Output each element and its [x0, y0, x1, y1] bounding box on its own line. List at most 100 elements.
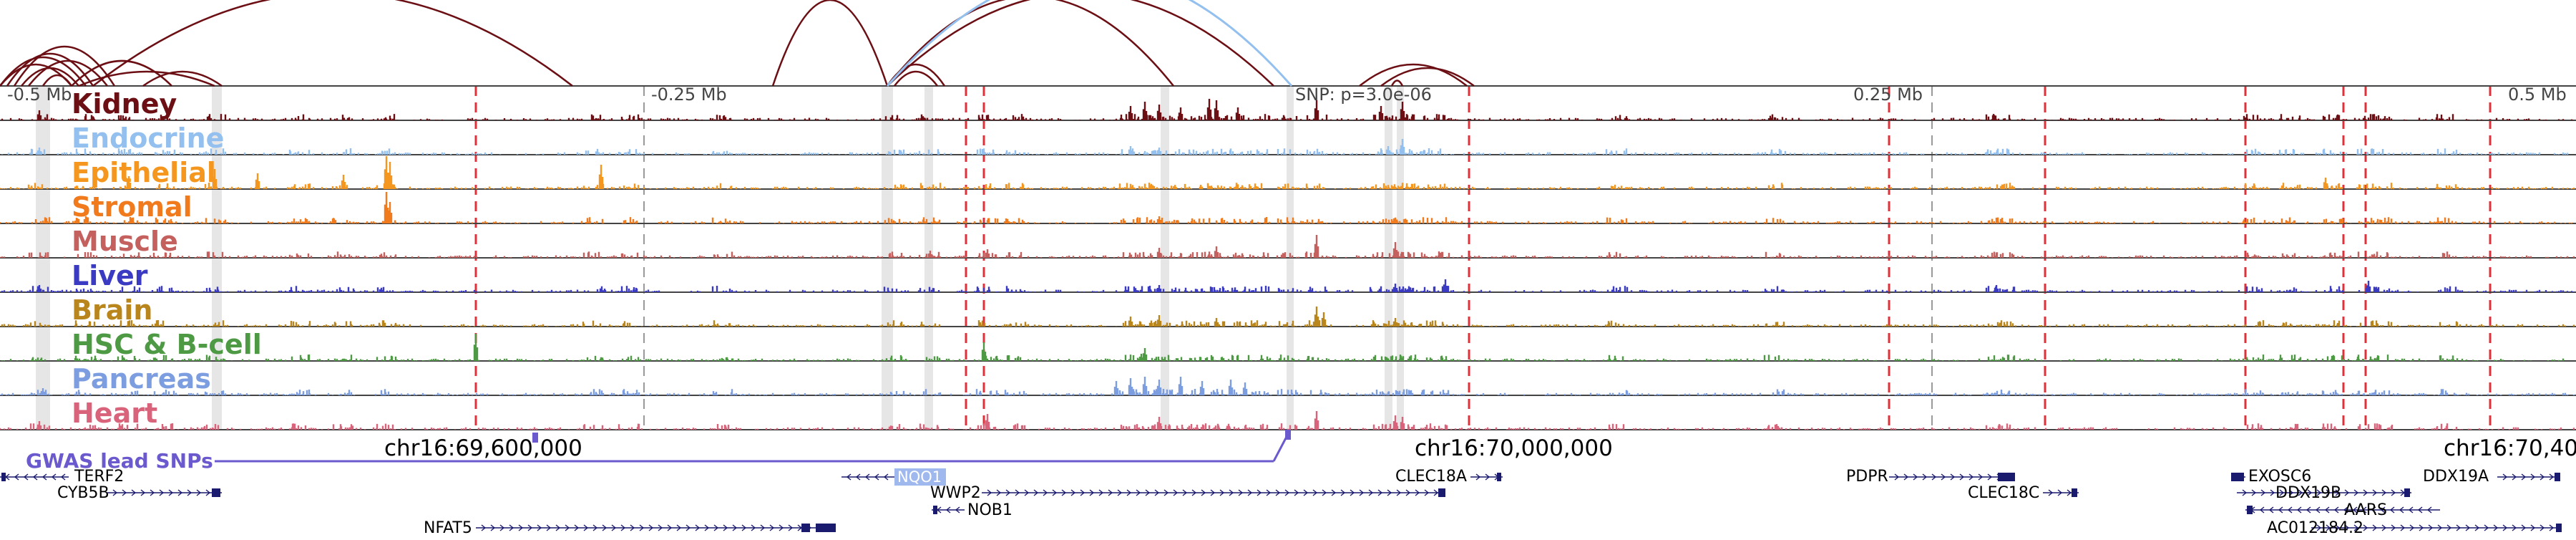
gene: NFAT5 [424, 519, 836, 537]
strand-arrows [846, 473, 889, 481]
interaction-arc [887, 0, 1274, 87]
signal-tracks: KidneyEndocrineEpithelialStromalMuscleLi… [0, 88, 2576, 430]
gene: TERF2 [0, 468, 124, 486]
interaction-arc [1390, 79, 1404, 87]
gene-exon [1497, 473, 1501, 481]
interaction-arc [92, 0, 573, 87]
track: Liver [0, 260, 2576, 293]
gene-exon [933, 506, 937, 514]
gene-exon [2555, 473, 2560, 481]
strand-arrows [2316, 524, 2555, 531]
interaction-arc [21, 67, 79, 87]
gene: WWP2 [930, 484, 1445, 502]
track-label: Epithelial [72, 157, 216, 188]
gene-label: CLEC18A [1395, 468, 1467, 486]
track-label: Stromal [72, 191, 192, 223]
interaction-arc [894, 70, 938, 87]
track-label: Endocrine [72, 122, 224, 154]
axis-label: SNP: p=3.0e-06 [1295, 85, 1432, 105]
gene-exon [1438, 488, 1445, 497]
axis-label: -0.5 Mb [7, 85, 72, 105]
interaction-arc [887, 0, 1174, 87]
gene-exon [816, 524, 836, 532]
gwas-row: GWAS lead SNPs chr16:69,600,000 chr16:70,0… [26, 430, 2576, 473]
gene-exon [1, 473, 6, 481]
signal-path [1, 139, 2569, 155]
strand-arrows [987, 489, 1439, 496]
signal-path [0, 307, 2575, 327]
gene: AC012184.2 [2267, 519, 2562, 537]
gene-label: EXOSC6 [2248, 468, 2311, 486]
track: HSC & B-cell [0, 329, 2576, 362]
track: Kidney [0, 88, 2576, 121]
gene-exon [212, 488, 220, 497]
axis-label: 0.25 Mb [1853, 85, 1923, 105]
track: Endocrine [0, 122, 2576, 155]
gene: AARS [2245, 501, 2440, 519]
interaction-arc [28, 59, 108, 87]
gene: PDPR [1846, 468, 2015, 486]
chromosome-coordinate: chr16:69,600,000 [384, 435, 582, 461]
gene-exon [2556, 524, 2562, 532]
gene-label: AARS [2344, 501, 2387, 519]
track-label: Heart [72, 397, 157, 429]
track-label: Pancreas [72, 363, 211, 395]
track: Stromal [0, 191, 2576, 224]
signal-path [1, 99, 2573, 120]
interaction-arc [1359, 63, 1468, 87]
gene-label: CYB5B [57, 484, 109, 502]
track: Epithelial [0, 156, 2576, 190]
gene-label: WWP2 [930, 484, 981, 502]
gene-exon [2231, 473, 2244, 481]
axis-label: -0.25 Mb [651, 85, 727, 105]
interaction-arc [142, 70, 223, 87]
axis-label: 0.5 Mb [2508, 85, 2567, 105]
strand-arrows [2502, 473, 2555, 481]
gene: CLEC18C [1968, 484, 2079, 502]
gene-label: NOB1 [967, 501, 1013, 519]
signal-path [1, 334, 2565, 361]
interaction-arc [1380, 67, 1475, 87]
gene: DDX19B [2237, 484, 2411, 502]
gwas-label: GWAS lead SNPs [26, 449, 213, 473]
distance-axis: -0.5 Mb -0.25 Mb SNP: p=3.0e-06 0.25 Mb 0.5 … [7, 85, 2567, 105]
gene: EXOSC6 [2231, 468, 2311, 486]
strand-arrows [2048, 489, 2072, 496]
gene-exon [2072, 488, 2077, 497]
interaction-arc [6, 52, 94, 87]
track-label: Liver [72, 260, 148, 291]
gene: CYB5B [57, 484, 222, 502]
gwas-snp-marker [532, 433, 538, 443]
gene-exon [2247, 506, 2253, 514]
interaction-arc [886, 0, 1293, 87]
gene: NOB1 [932, 501, 1013, 519]
gene-label: CLEC18C [1968, 484, 2039, 502]
gene-label: AC012184.2 [2267, 519, 2363, 537]
gene-exon [2404, 488, 2410, 497]
interaction-arc [42, 74, 73, 87]
track-label: HSC & B-cell [72, 329, 262, 360]
gene-label: TERF2 [74, 468, 124, 486]
signal-path [0, 377, 2575, 395]
signal-path [0, 192, 2573, 223]
interaction-arc [771, 0, 889, 87]
gene: DDX19A [2423, 468, 2560, 486]
signal-path [1, 279, 2575, 292]
strand-arrows [481, 524, 831, 531]
track-label: Kidney [72, 88, 177, 120]
gene-label: DDX19A [2423, 468, 2489, 486]
chromosome-coordinate: chr16:70,000,000 [1415, 435, 1613, 461]
gene-label: DDX19B [2275, 484, 2341, 502]
strand-arrows [2242, 489, 2406, 496]
interaction-arc [13, 45, 116, 87]
signal-path [0, 411, 2575, 430]
interaction-arcs [0, 0, 1475, 87]
signal-path [0, 156, 2575, 189]
chromosome-coordinate: chr16:70,40 [2444, 435, 2576, 461]
interaction-arc [78, 70, 215, 87]
track: Pancreas [0, 363, 2576, 396]
track-label: Brain [72, 294, 152, 326]
interaction-arc [0, 56, 87, 87]
